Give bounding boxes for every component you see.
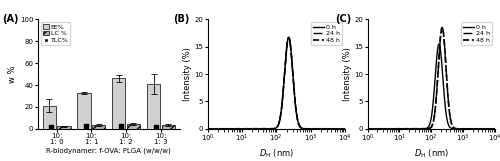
24 h bbox=[364, 128, 370, 130]
Line: 48 h: 48 h bbox=[368, 28, 495, 129]
Line: 24 h: 24 h bbox=[208, 37, 345, 129]
24 h bbox=[313, 128, 319, 130]
48 h bbox=[488, 128, 494, 130]
48 h bbox=[465, 128, 471, 130]
24 h bbox=[286, 36, 292, 38]
Y-axis label: Intensity (%): Intensity (%) bbox=[182, 47, 192, 101]
48 h bbox=[364, 128, 370, 130]
Legend: 0 h, 24 h, 48 h: 0 h, 24 h, 48 h bbox=[311, 22, 342, 45]
0 h bbox=[423, 128, 429, 129]
Legend: 0 h, 24 h, 48 h: 0 h, 24 h, 48 h bbox=[461, 22, 492, 45]
Point bbox=[82, 125, 90, 127]
Bar bbox=[162, 125, 175, 129]
48 h bbox=[272, 128, 278, 130]
Point bbox=[152, 125, 160, 128]
Bar bbox=[58, 126, 70, 129]
Bar bbox=[78, 93, 90, 129]
0 h bbox=[465, 128, 471, 130]
Point bbox=[48, 126, 56, 128]
X-axis label: $D_{\mathrm{H}}$ (nm): $D_{\mathrm{H}}$ (nm) bbox=[414, 147, 449, 160]
24 h bbox=[488, 128, 494, 130]
24 h bbox=[212, 128, 218, 130]
48 h bbox=[342, 128, 348, 130]
24 h bbox=[423, 128, 429, 130]
Text: (B): (B) bbox=[173, 14, 190, 24]
24 h bbox=[338, 128, 344, 130]
24 h bbox=[426, 127, 432, 129]
24 h bbox=[488, 128, 494, 130]
X-axis label: R-biodynamer: f-OVA: PLGA (w/w/w): R-biodynamer: f-OVA: PLGA (w/w/w) bbox=[46, 148, 171, 154]
24 h bbox=[371, 128, 377, 130]
0 h bbox=[488, 128, 494, 130]
0 h bbox=[338, 128, 344, 130]
24 h bbox=[465, 128, 471, 130]
48 h bbox=[371, 128, 377, 130]
Line: 0 h: 0 h bbox=[208, 37, 345, 129]
0 h bbox=[338, 128, 344, 130]
0 h bbox=[426, 124, 432, 126]
48 h bbox=[204, 128, 210, 130]
0 h bbox=[436, 43, 442, 45]
Line: 24 h: 24 h bbox=[368, 28, 495, 129]
24 h bbox=[272, 128, 278, 130]
48 h bbox=[338, 128, 344, 130]
X-axis label: $D_{\mathrm{H}}$ (nm): $D_{\mathrm{H}}$ (nm) bbox=[258, 147, 294, 160]
0 h bbox=[268, 128, 274, 130]
0 h bbox=[492, 128, 498, 130]
48 h bbox=[439, 27, 445, 28]
Text: (C): (C) bbox=[336, 14, 352, 24]
24 h bbox=[204, 128, 210, 130]
0 h bbox=[342, 128, 348, 130]
48 h bbox=[268, 128, 274, 130]
48 h bbox=[492, 128, 498, 130]
Bar bbox=[42, 106, 56, 129]
48 h bbox=[426, 127, 432, 129]
Legend: EE%, LC %, TLC%: EE%, LC %, TLC% bbox=[40, 22, 70, 45]
Bar bbox=[147, 84, 160, 129]
24 h bbox=[492, 128, 498, 130]
Line: 0 h: 0 h bbox=[368, 44, 495, 129]
0 h bbox=[364, 128, 370, 130]
0 h bbox=[313, 128, 319, 130]
Y-axis label: Intensity (%): Intensity (%) bbox=[342, 47, 351, 101]
24 h bbox=[439, 27, 445, 28]
Y-axis label: w %: w % bbox=[8, 65, 17, 83]
Bar bbox=[127, 124, 140, 129]
Line: 48 h: 48 h bbox=[208, 37, 345, 129]
24 h bbox=[338, 128, 344, 130]
0 h bbox=[272, 128, 278, 130]
Text: (A): (A) bbox=[2, 14, 18, 24]
0 h bbox=[488, 128, 494, 130]
0 h bbox=[286, 36, 292, 38]
48 h bbox=[212, 128, 218, 130]
48 h bbox=[286, 36, 292, 38]
48 h bbox=[313, 128, 319, 130]
Point bbox=[117, 124, 125, 127]
Bar bbox=[92, 125, 106, 129]
Bar bbox=[112, 78, 126, 129]
0 h bbox=[212, 128, 218, 130]
0 h bbox=[371, 128, 377, 130]
24 h bbox=[342, 128, 348, 130]
48 h bbox=[338, 128, 344, 130]
24 h bbox=[268, 128, 274, 130]
48 h bbox=[488, 128, 494, 130]
0 h bbox=[204, 128, 210, 130]
48 h bbox=[423, 128, 429, 130]
